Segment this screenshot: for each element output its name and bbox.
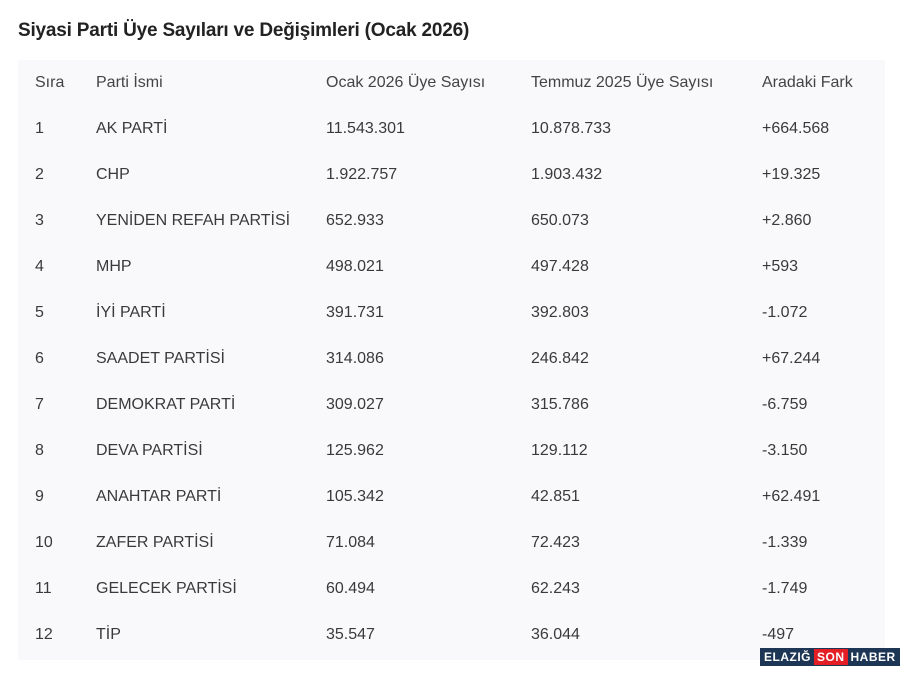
cell-jan-2026: 391.731 [326, 304, 384, 321]
cell-jul-2025: 10.878.733 [531, 120, 612, 137]
table-row: 2 CHP 1.922.757 1.903.432 +19.325 [18, 152, 885, 198]
header-jan-2026: Ocak 2026 Üye Sayısı [326, 74, 486, 91]
cell-party-name: ANAHTAR PARTİ [96, 488, 222, 505]
cell-difference: +19.325 [762, 166, 821, 183]
cell-jul-2025: 129.112 [531, 442, 588, 459]
cell-difference: +2.860 [762, 212, 812, 229]
cell-jul-2025: 62.243 [531, 580, 580, 597]
table-row: 5 İYİ PARTİ 391.731 392.803 -1.072 [18, 290, 885, 336]
cell-jan-2026: 60.494 [326, 580, 375, 597]
table-row: 6 SAADET PARTİSİ 314.086 246.842 +67.244 [18, 336, 885, 382]
cell-rank: 10 [35, 534, 53, 551]
header-jul-2025: Temmuz 2025 Üye Sayısı [531, 74, 714, 91]
cell-rank: 2 [35, 166, 44, 183]
cell-party-name: DEVA PARTİSİ [96, 442, 203, 459]
table-row: 7 DEMOKRAT PARTİ 309.027 315.786 -6.759 [18, 382, 885, 428]
cell-party-name: YENİDEN REFAH PARTİSİ [96, 212, 291, 229]
cell-jul-2025: 36.044 [531, 626, 580, 643]
cell-party-name: SAADET PARTİSİ [96, 350, 225, 367]
cell-jan-2026: 71.084 [326, 534, 375, 551]
header-party-name: Parti İsmi [96, 74, 163, 91]
logo-text-2: SON [814, 649, 848, 665]
cell-difference: -1.749 [762, 580, 808, 597]
table-row: 10 ZAFER PARTİSİ 71.084 72.423 -1.339 [18, 520, 885, 566]
cell-rank: 12 [35, 626, 53, 643]
cell-party-name: CHP [96, 166, 130, 183]
logo-text-3: HABER [847, 649, 899, 665]
cell-jul-2025: 1.903.432 [531, 166, 603, 183]
cell-difference: +593 [762, 258, 799, 275]
cell-difference: +62.491 [762, 488, 821, 505]
cell-jan-2026: 35.547 [326, 626, 375, 643]
table-header-row: Sıra Parti İsmi Ocak 2026 Üye Sayısı Tem… [18, 60, 885, 106]
cell-party-name: TİP [96, 626, 121, 643]
cell-jul-2025: 315.786 [531, 396, 589, 413]
header-difference: Aradaki Fark [762, 74, 853, 91]
cell-difference: -6.759 [762, 396, 808, 413]
cell-jan-2026: 652.933 [326, 212, 384, 229]
cell-rank: 1 [35, 120, 44, 137]
header-rank: Sıra [35, 74, 65, 91]
logo-text-1: ELAZIĞ [761, 649, 814, 665]
cell-rank: 3 [35, 212, 44, 229]
cell-jan-2026: 309.027 [326, 396, 384, 413]
cell-jul-2025: 246.842 [531, 350, 589, 367]
table-row: 11 GELECEK PARTİSİ 60.494 62.243 -1.749 [18, 566, 885, 612]
cell-rank: 4 [35, 258, 44, 275]
table-row: 1 AK PARTİ 11.543.301 10.878.733 +664.568 [18, 106, 885, 152]
table-row: 9 ANAHTAR PARTİ 105.342 42.851 +62.491 [18, 474, 885, 520]
cell-jul-2025: 72.423 [531, 534, 580, 551]
cell-party-name: GELECEK PARTİSİ [96, 580, 237, 597]
cell-party-name: İYİ PARTİ [96, 304, 166, 321]
cell-jan-2026: 1.922.757 [326, 166, 398, 183]
cell-party-name: DEMOKRAT PARTİ [96, 396, 236, 413]
cell-jan-2026: 105.342 [326, 488, 384, 505]
cell-difference: -1.339 [762, 534, 808, 551]
cell-rank: 7 [35, 396, 44, 413]
cell-rank: 8 [35, 442, 44, 459]
cell-jul-2025: 650.073 [531, 212, 589, 229]
cell-difference: -497 [762, 626, 795, 643]
table-title: Siyasi Parti Üye Sayıları ve Değişimleri… [18, 20, 470, 41]
cell-difference: +664.568 [762, 120, 830, 137]
cell-jul-2025: 392.803 [531, 304, 589, 321]
cell-difference: +67.244 [762, 350, 821, 367]
table-row: 3 YENİDEN REFAH PARTİSİ 652.933 650.073 +2.8… [18, 198, 885, 244]
cell-party-name: ZAFER PARTİSİ [96, 534, 214, 551]
cell-rank: 9 [35, 488, 44, 505]
cell-difference: -3.150 [762, 442, 808, 459]
cell-jan-2026: 498.021 [326, 258, 384, 275]
cell-rank: 11 [35, 580, 52, 597]
table-row: 4 MHP 498.021 497.428 +593 [18, 244, 885, 290]
table-row: 12 TİP 35.547 36.044 -497 [18, 612, 885, 658]
cell-jan-2026: 314.086 [326, 350, 384, 367]
elazig-son-haber-logo: ELAZIĞ SON HABER [760, 648, 900, 666]
cell-party-name: AK PARTİ [96, 120, 168, 137]
cell-jan-2026: 125.962 [326, 442, 384, 459]
cell-rank: 6 [35, 350, 44, 367]
cell-party-name: MHP [96, 258, 132, 275]
cell-jul-2025: 497.428 [531, 258, 589, 275]
cell-jan-2026: 11.543.301 [326, 120, 405, 137]
cell-difference: -1.072 [762, 304, 808, 321]
party-membership-table: Sıra Parti İsmi Ocak 2026 Üye Sayısı Tem… [18, 60, 885, 660]
cell-jul-2025: 42.851 [531, 488, 580, 505]
cell-rank: 5 [35, 304, 44, 321]
table-row: 8 DEVA PARTİSİ 125.962 129.112 -3.150 [18, 428, 885, 474]
